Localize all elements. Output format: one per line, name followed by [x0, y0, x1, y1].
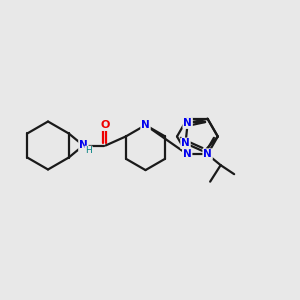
Text: N: N — [181, 138, 190, 148]
Text: N: N — [203, 149, 212, 159]
Text: O: O — [101, 120, 110, 130]
Text: N: N — [183, 118, 192, 128]
Text: H: H — [85, 146, 92, 155]
Text: N: N — [79, 140, 88, 151]
Text: N: N — [183, 149, 192, 159]
Text: N: N — [141, 120, 150, 130]
